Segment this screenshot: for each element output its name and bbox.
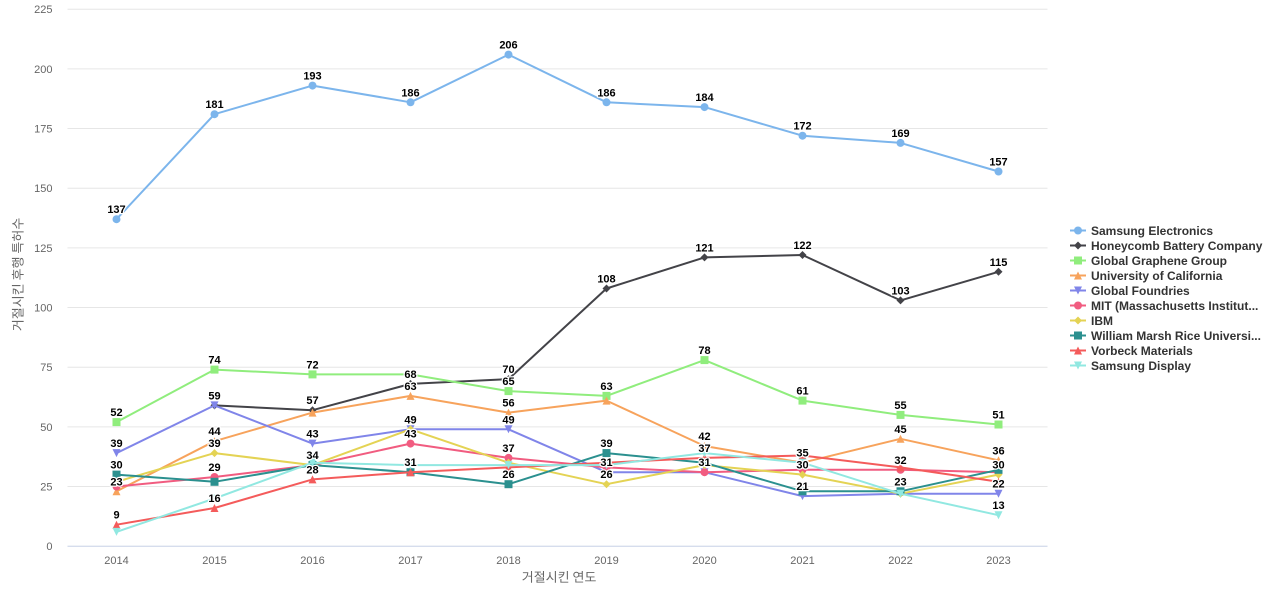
- svg-text:175: 175: [34, 124, 52, 136]
- svg-text:Global Foundries: Global Foundries: [1091, 284, 1190, 298]
- svg-text:181: 181: [205, 99, 223, 111]
- svg-text:39: 39: [208, 438, 220, 450]
- svg-text:103: 103: [891, 285, 909, 297]
- svg-text:36: 36: [992, 445, 1004, 457]
- svg-text:193: 193: [303, 71, 321, 83]
- svg-text:26: 26: [600, 469, 612, 481]
- svg-text:150: 150: [34, 183, 52, 195]
- svg-text:43: 43: [306, 429, 318, 441]
- svg-text:30: 30: [796, 460, 808, 472]
- svg-text:Vorbeck Materials: Vorbeck Materials: [1091, 344, 1193, 358]
- svg-text:49: 49: [404, 414, 416, 426]
- svg-text:39: 39: [110, 438, 122, 450]
- svg-text:2015: 2015: [202, 555, 226, 567]
- svg-text:IBM: IBM: [1091, 314, 1113, 328]
- svg-text:121: 121: [695, 242, 713, 254]
- svg-text:55: 55: [894, 400, 906, 412]
- svg-text:172: 172: [793, 121, 811, 133]
- svg-text:186: 186: [597, 87, 615, 99]
- svg-text:Honeycomb Battery Company: Honeycomb Battery Company: [1091, 239, 1263, 253]
- svg-text:30: 30: [110, 460, 122, 472]
- svg-text:68: 68: [404, 369, 416, 381]
- svg-text:28: 28: [306, 464, 318, 476]
- svg-text:206: 206: [499, 40, 517, 52]
- svg-text:29: 29: [208, 462, 220, 474]
- svg-text:23: 23: [110, 476, 122, 488]
- svg-text:Samsung Electronics: Samsung Electronics: [1091, 224, 1213, 238]
- svg-text:65: 65: [502, 376, 514, 388]
- svg-text:63: 63: [404, 381, 416, 393]
- svg-text:9: 9: [113, 510, 119, 522]
- svg-text:115: 115: [990, 257, 1008, 269]
- svg-text:100: 100: [34, 303, 52, 315]
- svg-text:2023: 2023: [986, 555, 1010, 567]
- svg-text:125: 125: [34, 243, 52, 255]
- svg-text:0: 0: [46, 541, 52, 553]
- svg-text:49: 49: [502, 414, 514, 426]
- svg-text:200: 200: [34, 64, 52, 76]
- svg-text:25: 25: [40, 482, 52, 494]
- svg-text:51: 51: [992, 410, 1004, 422]
- svg-text:44: 44: [208, 426, 221, 438]
- svg-text:50: 50: [40, 422, 52, 434]
- svg-text:34: 34: [306, 450, 319, 462]
- svg-text:MIT (Massachusetts Institut...: MIT (Massachusetts Institut...: [1091, 299, 1258, 313]
- svg-text:2016: 2016: [300, 555, 324, 567]
- svg-text:157: 157: [989, 157, 1007, 169]
- svg-text:122: 122: [793, 240, 811, 252]
- svg-text:30: 30: [992, 460, 1004, 472]
- svg-text:169: 169: [891, 128, 909, 140]
- svg-text:2018: 2018: [496, 555, 520, 567]
- svg-text:61: 61: [796, 386, 808, 398]
- svg-text:2021: 2021: [790, 555, 814, 567]
- svg-text:21: 21: [796, 481, 808, 493]
- svg-text:35: 35: [796, 448, 808, 460]
- svg-text:186: 186: [401, 87, 419, 99]
- svg-text:70: 70: [502, 364, 514, 376]
- svg-text:137: 137: [107, 204, 125, 216]
- svg-text:31: 31: [600, 457, 612, 469]
- svg-text:31: 31: [404, 457, 416, 469]
- svg-text:2017: 2017: [398, 555, 422, 567]
- svg-text:63: 63: [600, 381, 612, 393]
- svg-text:Global Graphene Group: Global Graphene Group: [1091, 254, 1227, 268]
- svg-text:32: 32: [894, 455, 906, 467]
- svg-text:78: 78: [698, 345, 710, 357]
- svg-text:22: 22: [992, 479, 1004, 491]
- svg-text:Samsung Display: Samsung Display: [1091, 359, 1191, 373]
- svg-text:2019: 2019: [594, 555, 618, 567]
- svg-text:37: 37: [502, 443, 514, 455]
- svg-text:39: 39: [600, 438, 612, 450]
- svg-text:William Marsh Rice Universi...: William Marsh Rice Universi...: [1091, 329, 1261, 343]
- svg-text:42: 42: [698, 431, 710, 443]
- svg-text:37: 37: [698, 443, 710, 455]
- svg-text:2014: 2014: [104, 555, 128, 567]
- svg-text:31: 31: [698, 457, 710, 469]
- svg-text:184: 184: [695, 92, 714, 104]
- svg-text:225: 225: [34, 4, 52, 16]
- svg-text:13: 13: [992, 500, 1004, 512]
- svg-text:56: 56: [502, 398, 514, 410]
- svg-text:108: 108: [597, 274, 615, 286]
- svg-text:74: 74: [208, 355, 221, 367]
- svg-text:16: 16: [208, 493, 220, 505]
- svg-text:26: 26: [502, 469, 514, 481]
- svg-text:59: 59: [208, 390, 220, 402]
- svg-text:2022: 2022: [888, 555, 912, 567]
- svg-text:University of California: University of California: [1091, 269, 1223, 283]
- svg-text:43: 43: [404, 429, 416, 441]
- svg-text:57: 57: [306, 395, 318, 407]
- svg-text:45: 45: [894, 424, 906, 436]
- svg-text:72: 72: [306, 359, 318, 371]
- svg-text:2020: 2020: [692, 555, 716, 567]
- svg-text:52: 52: [110, 407, 122, 419]
- svg-text:23: 23: [894, 476, 906, 488]
- svg-text:75: 75: [40, 362, 52, 374]
